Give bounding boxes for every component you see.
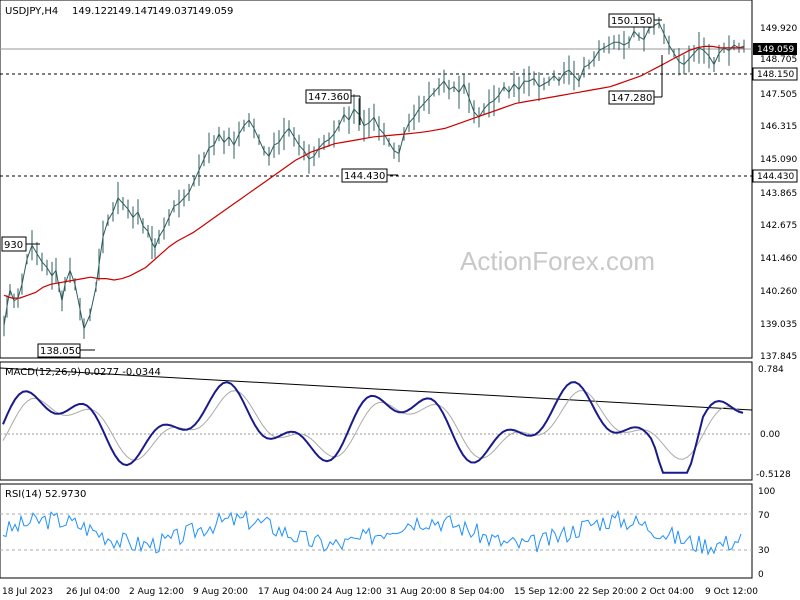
x-tick: 2 Aug 12:00 — [129, 587, 184, 597]
annotation-147280-label: 147.280 — [611, 93, 652, 104]
x-tick: 17 Aug 04:00 — [258, 587, 319, 597]
price-panel-frame — [0, 0, 753, 359]
rsi-y-tick: 70 — [758, 511, 770, 521]
price-y-tick: 141.460 — [760, 254, 797, 264]
price-y-tick: 142.675 — [760, 221, 797, 231]
price-y-axis: 149.920 148.705 147.505 146.315 145.090 … — [760, 24, 797, 362]
x-tick: 26 Jul 04:00 — [66, 587, 120, 597]
rsi-y-tick: 30 — [758, 546, 770, 556]
price-y-tick: 139.035 — [760, 320, 797, 330]
macd-trendline — [0, 367, 753, 411]
price-y-tick: 145.090 — [760, 155, 797, 165]
x-tick: 2 Oct 04:00 — [641, 587, 694, 597]
macd-y-tick: -0.5128 — [756, 470, 791, 480]
macd-signal-line — [2, 390, 744, 461]
x-axis: 18 Jul 2023 26 Jul 04:00 2 Aug 12:00 9 A… — [2, 587, 758, 597]
rsi-panel-frame — [0, 483, 753, 579]
rsi-y-axis: 100 70 30 0 — [758, 487, 775, 580]
macd-panel-frame — [0, 361, 753, 481]
annotation-147360: 147.360 — [305, 89, 361, 125]
rsi-y-tick: 0 — [758, 570, 764, 580]
x-tick: 18 Jul 2023 — [2, 587, 53, 597]
annotation-930-label: 930 — [4, 240, 23, 251]
price-y-tick: 137.845 — [760, 352, 797, 362]
level-144430-label: 144.430 — [757, 172, 794, 182]
price-header-symbol: USDJPY,H4 — [5, 6, 58, 17]
x-tick: 31 Aug 20:00 — [386, 587, 447, 597]
x-tick: 9 Oct 12:00 — [705, 587, 758, 597]
annotation-150150-label: 150.150 — [611, 16, 652, 27]
price-y-tick: 147.505 — [760, 90, 797, 100]
price-y-tick: 149.920 — [760, 24, 797, 34]
x-tick: 22 Sep 20:00 — [578, 587, 638, 597]
rsi-y-tick: 100 — [758, 487, 775, 497]
current-price-badge — [753, 43, 797, 55]
annotation-144430-label: 144.430 — [344, 171, 385, 182]
x-tick: 15 Sep 12:00 — [514, 587, 574, 597]
rsi-line — [2, 509, 742, 556]
price-header-close: 149.059 — [192, 6, 233, 17]
price-header-low: 149.037 — [152, 6, 193, 17]
annotation-147360-label: 147.360 — [308, 92, 349, 103]
macd-main-line — [2, 381, 744, 474]
annotation-144430: 144.430 — [341, 168, 398, 183]
annotation-150150: 150.150 — [608, 13, 662, 28]
macd-y-tick: 0.00 — [760, 430, 780, 440]
watermark: ActionForex.com — [460, 246, 655, 276]
price-series-line — [3, 22, 745, 331]
price-y-tick: 143.865 — [760, 189, 797, 199]
moving-average-line — [3, 45, 744, 299]
rsi-header: RSI(14) 52.9730 — [5, 489, 86, 500]
price-y-tick: 140.260 — [760, 287, 797, 297]
macd-y-axis: 0.784 0.00 -0.5128 — [756, 365, 791, 480]
annotation-147280: 147.280 — [608, 55, 663, 105]
x-tick: 24 Aug 12:00 — [321, 587, 382, 597]
price-y-tick: 148.705 — [760, 55, 797, 65]
level-148150-label: 148.150 — [757, 70, 794, 80]
price-header-open: 149.122 — [72, 6, 113, 17]
price-header-high: 149.147 — [112, 6, 153, 17]
level-144430-badge — [752, 169, 798, 183]
annotation-138050-label: 138.050 — [40, 346, 81, 357]
annotation-138050: 138.050 — [37, 343, 95, 358]
macd-y-tick: 0.784 — [758, 365, 784, 375]
level-148150-badge — [752, 67, 798, 81]
x-tick: 9 Aug 20:00 — [193, 587, 248, 597]
current-price-label: 149.059 — [757, 45, 794, 55]
price-y-tick: 146.315 — [760, 122, 797, 132]
x-tick: 8 Sep 04:00 — [450, 587, 505, 597]
annotation-930: 930 — [1, 236, 40, 252]
